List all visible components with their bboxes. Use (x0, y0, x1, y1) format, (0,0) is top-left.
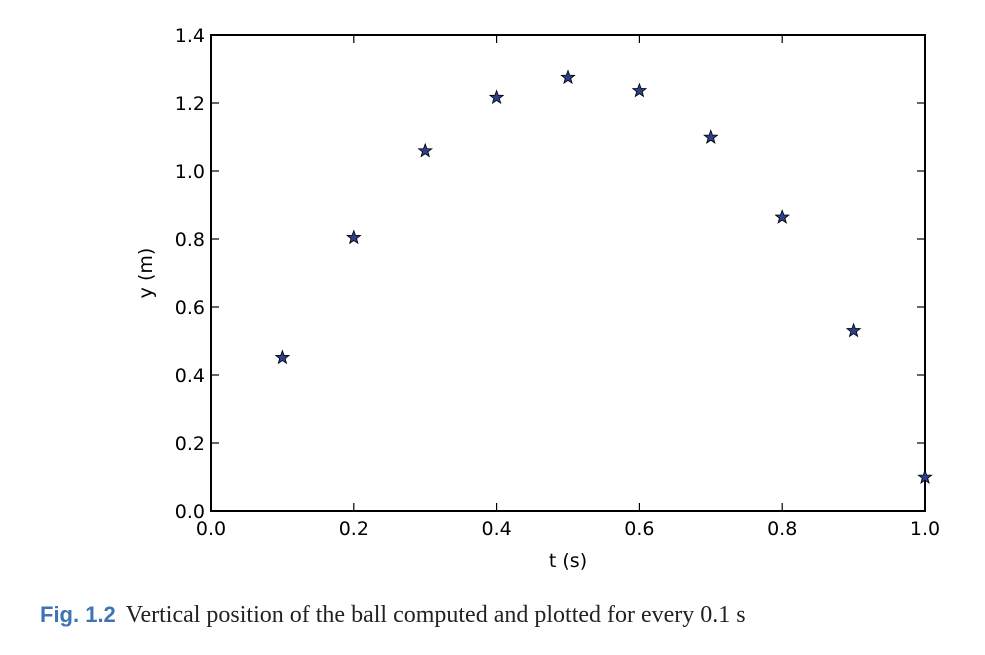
x-tick-label: 0.2 (339, 518, 369, 540)
y-tick-label: 1.4 (175, 25, 205, 47)
data-point (560, 69, 576, 85)
y-tick-label: 1.2 (175, 93, 205, 115)
plot-area (210, 34, 926, 512)
caption-text: Vertical position of the ball computed a… (125, 602, 746, 628)
x-axis-label: t (s) (549, 550, 587, 572)
y-axis-label: y (m) (135, 248, 157, 299)
data-point (703, 129, 719, 144)
figure-caption: Fig. 1.2 Vertical position of the ball co… (40, 602, 940, 629)
y-axis: 0.0 0.2 0.4 0.6 0.8 1.0 1.2 1.4 (175, 25, 925, 523)
y-tick-label: 0.8 (175, 229, 205, 251)
data-point (417, 142, 433, 158)
data-point (774, 209, 790, 224)
y-tick-label: 0.6 (175, 297, 205, 319)
x-tick-label: 0.8 (767, 518, 797, 540)
data-point (274, 349, 291, 365)
data-point (346, 229, 362, 245)
x-tick-label: 0.4 (481, 518, 511, 540)
y-tick-label: 0.2 (175, 433, 205, 455)
x-axis: 0.0 0.2 0.4 0.6 0.8 1.0 (196, 35, 940, 540)
scatter-chart: 0.0 0.2 0.4 0.6 0.8 1.0 0.0 0.2 0.4 0.6 0.8 1.0 1.2… (135, 25, 940, 572)
plot-frame (210, 34, 926, 512)
data-point (845, 322, 862, 338)
y-tick-label: 0.0 (175, 501, 205, 523)
x-tick-label: 0.6 (624, 518, 654, 540)
y-tick-label: 0.4 (175, 365, 205, 387)
data-point (488, 89, 505, 105)
x-tick-label: 0.0 (196, 518, 226, 540)
data-points (274, 69, 933, 484)
y-tick-label: 1.0 (175, 161, 205, 183)
figure-number: Fig. 1.2 (40, 602, 116, 627)
data-point (631, 82, 648, 98)
data-point (917, 469, 933, 484)
x-tick-label: 1.0 (910, 518, 940, 540)
